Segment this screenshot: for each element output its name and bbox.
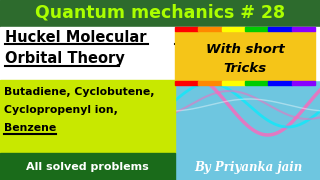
Text: Cyclopropenyl ion,: Cyclopropenyl ion, [4, 105, 118, 115]
Bar [292, 81, 315, 85]
Text: Quantum mechanics # 28: Quantum mechanics # 28 [35, 4, 285, 22]
Bar [198, 27, 222, 31]
Text: Huckel Molecular: Huckel Molecular [5, 30, 147, 44]
Bar [175, 31, 315, 81]
Bar [222, 81, 245, 85]
Text: Benzene: Benzene [4, 123, 56, 133]
Bar [0, 80, 175, 153]
Text: Orbital Theory: Orbital Theory [5, 51, 125, 66]
Text: Butadiene, Cyclobutene,: Butadiene, Cyclobutene, [4, 87, 155, 97]
Bar [0, 153, 175, 180]
Text: All solved problems: All solved problems [26, 162, 148, 172]
Bar [0, 27, 320, 80]
Text: Tricks: Tricks [223, 62, 267, 75]
Bar [175, 81, 198, 85]
Bar [292, 27, 315, 31]
Bar [175, 27, 198, 31]
Text: By Priyanka jain: By Priyanka jain [194, 161, 302, 174]
Bar [268, 27, 292, 31]
Bar [198, 81, 222, 85]
Bar [245, 27, 268, 31]
Text: Part - 2: Part - 2 [175, 30, 233, 44]
Bar [268, 81, 292, 85]
Text: With short: With short [206, 42, 284, 56]
Bar [245, 81, 268, 85]
Bar [0, 0, 320, 27]
Bar [222, 27, 245, 31]
